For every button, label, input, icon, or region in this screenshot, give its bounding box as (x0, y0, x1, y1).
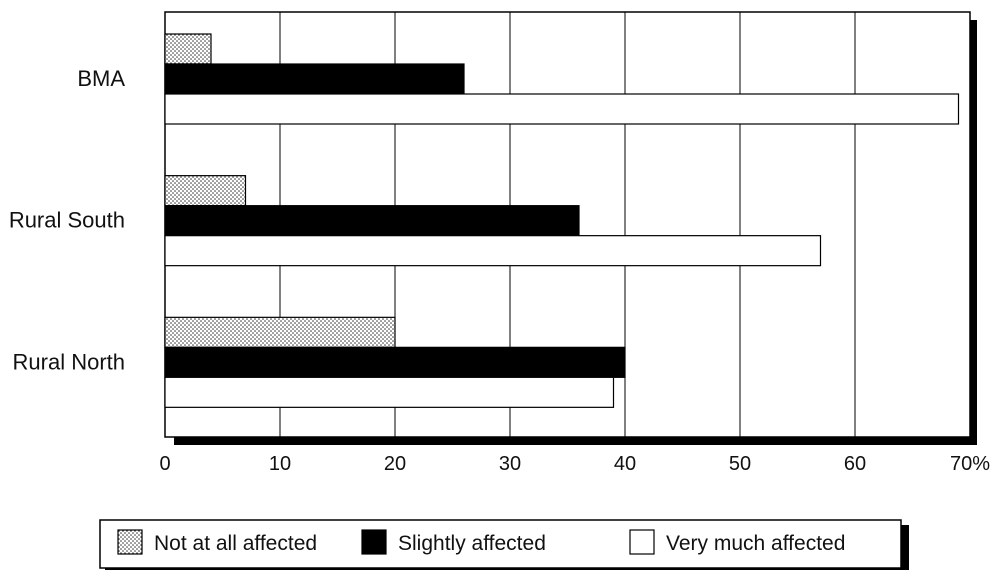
x-tick-label: 60 (844, 453, 866, 475)
bar-slightly-affected (164, 346, 626, 378)
bar-slightly-affected (164, 205, 580, 237)
x-tick-label: 50 (729, 453, 751, 475)
bar-not-at-all-affected (164, 175, 247, 207)
bar-very-much-affected (164, 376, 615, 408)
x-tick-label: 20 (384, 453, 406, 475)
bar-slightly-affected (164, 63, 465, 95)
x-tick-labels: 0 10 20 30 40 50 60 70% (159, 453, 990, 475)
x-tick-label: 40 (614, 453, 636, 475)
category-label: Rural South (9, 208, 125, 233)
category-labels: BMA Rural South Rural North (9, 66, 126, 374)
bar-not-at-all-affected (164, 33, 212, 65)
legend-box (99, 519, 902, 569)
bar-very-much-affected (164, 235, 822, 267)
category-label: BMA (77, 66, 125, 91)
bar-very-much-affected (164, 93, 960, 125)
bars (164, 33, 960, 408)
legend-label: Not at all affected (154, 532, 317, 555)
x-tick-label: 70% (950, 453, 990, 475)
legend-label: Slightly affected (398, 532, 546, 555)
x-tick-label: 30 (499, 453, 521, 475)
bar-not-at-all-affected (164, 316, 396, 348)
legend-swatch (117, 529, 143, 555)
x-tick-label: 0 (159, 453, 170, 475)
x-tick-label: 10 (269, 453, 291, 475)
legend-label: Very much affected (666, 532, 845, 555)
category-label: Rural North (13, 349, 125, 374)
legend-swatch (629, 529, 655, 555)
legend-swatch (361, 529, 387, 555)
legend: Not at all affected Slightly affected Very… (117, 529, 845, 555)
